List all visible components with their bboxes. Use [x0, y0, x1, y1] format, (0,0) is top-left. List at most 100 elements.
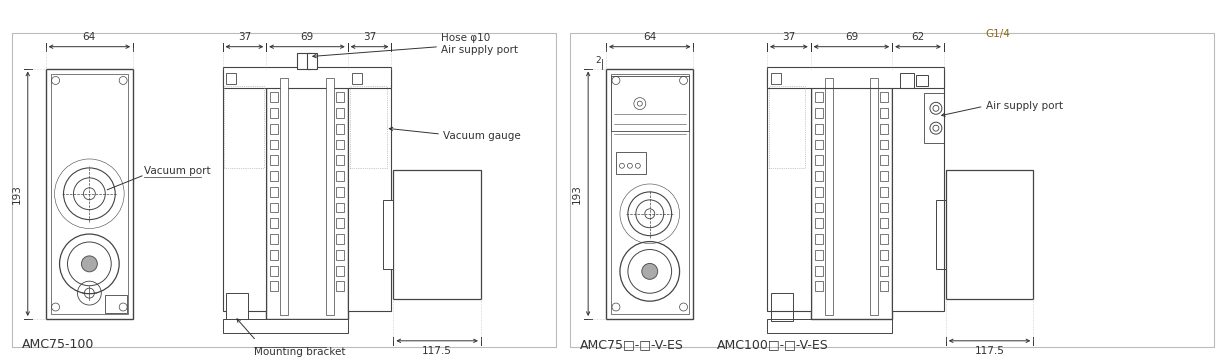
Text: 69: 69: [845, 32, 858, 42]
Bar: [271, 155, 278, 165]
Bar: [892, 69, 944, 311]
Bar: [271, 266, 278, 275]
Bar: [267, 69, 348, 319]
Bar: [50, 74, 129, 314]
Bar: [45, 69, 133, 319]
Bar: [271, 108, 278, 118]
Bar: [916, 75, 928, 87]
Bar: [271, 140, 278, 149]
Bar: [815, 187, 823, 197]
Bar: [335, 171, 344, 181]
Bar: [815, 202, 823, 213]
Bar: [12, 33, 557, 347]
Bar: [271, 218, 278, 228]
Bar: [271, 281, 278, 291]
Bar: [271, 250, 278, 260]
Text: 117.5: 117.5: [974, 346, 1005, 356]
Text: Air supply port: Air supply port: [985, 101, 1062, 111]
Bar: [223, 66, 392, 88]
Bar: [348, 69, 392, 311]
Bar: [815, 218, 823, 228]
Text: 64: 64: [643, 32, 656, 42]
Bar: [815, 281, 823, 291]
Bar: [815, 171, 823, 181]
Bar: [767, 69, 810, 311]
Bar: [335, 234, 344, 244]
Text: AMC100□-□-V-ES: AMC100□-□-V-ES: [717, 338, 829, 351]
Bar: [815, 108, 823, 118]
Bar: [611, 76, 689, 131]
Bar: [815, 234, 823, 244]
Bar: [870, 79, 879, 315]
Bar: [271, 202, 278, 213]
Bar: [815, 266, 823, 275]
Bar: [393, 170, 481, 299]
Text: G1/4: G1/4: [985, 29, 1011, 39]
Ellipse shape: [778, 304, 786, 318]
Bar: [810, 69, 892, 319]
Bar: [350, 87, 388, 168]
Bar: [815, 155, 823, 165]
Bar: [335, 202, 344, 213]
Text: Air supply port: Air supply port: [441, 45, 518, 55]
Circle shape: [641, 264, 657, 279]
Bar: [900, 73, 914, 88]
Bar: [880, 187, 889, 197]
Bar: [924, 93, 944, 143]
Bar: [611, 74, 689, 314]
Bar: [326, 79, 334, 315]
Bar: [271, 234, 278, 244]
Bar: [223, 69, 267, 311]
Bar: [226, 293, 248, 321]
Bar: [297, 53, 311, 69]
Bar: [825, 79, 832, 315]
Bar: [351, 73, 361, 84]
Bar: [936, 200, 946, 269]
Bar: [880, 202, 889, 213]
Text: 117.5: 117.5: [422, 346, 452, 356]
Text: Mounting bracket: Mounting bracket: [255, 347, 346, 357]
Bar: [606, 69, 694, 319]
Text: AMC75-100: AMC75-100: [22, 338, 94, 351]
Bar: [383, 200, 393, 269]
Bar: [616, 152, 646, 174]
Text: 2: 2: [595, 56, 601, 65]
Bar: [271, 171, 278, 181]
Bar: [815, 92, 823, 102]
Bar: [570, 33, 1214, 347]
Text: 64: 64: [83, 32, 95, 42]
Bar: [880, 218, 889, 228]
Bar: [771, 293, 793, 321]
Text: Hose φ10: Hose φ10: [441, 33, 491, 43]
Bar: [335, 187, 344, 197]
Bar: [335, 92, 344, 102]
Bar: [105, 295, 127, 313]
Text: Vacuum port: Vacuum port: [144, 166, 211, 176]
Bar: [335, 250, 344, 260]
Text: 193: 193: [12, 184, 22, 204]
Bar: [880, 108, 889, 118]
Bar: [771, 73, 781, 84]
Bar: [880, 155, 889, 165]
Bar: [880, 234, 889, 244]
Text: 37: 37: [782, 32, 796, 42]
Bar: [880, 124, 889, 134]
Bar: [335, 281, 344, 291]
Bar: [880, 140, 889, 149]
Circle shape: [82, 256, 98, 272]
Bar: [880, 250, 889, 260]
Text: 37: 37: [364, 32, 376, 42]
Bar: [271, 187, 278, 197]
Bar: [880, 266, 889, 275]
Text: 69: 69: [300, 32, 313, 42]
Bar: [271, 92, 278, 102]
Text: AMC75□-□-V-ES: AMC75□-□-V-ES: [580, 338, 684, 351]
Bar: [815, 250, 823, 260]
Bar: [224, 87, 264, 168]
Text: 193: 193: [572, 184, 583, 204]
Text: 37: 37: [237, 32, 251, 42]
Bar: [335, 140, 344, 149]
Bar: [223, 319, 348, 333]
Bar: [946, 170, 1033, 299]
Bar: [815, 124, 823, 134]
